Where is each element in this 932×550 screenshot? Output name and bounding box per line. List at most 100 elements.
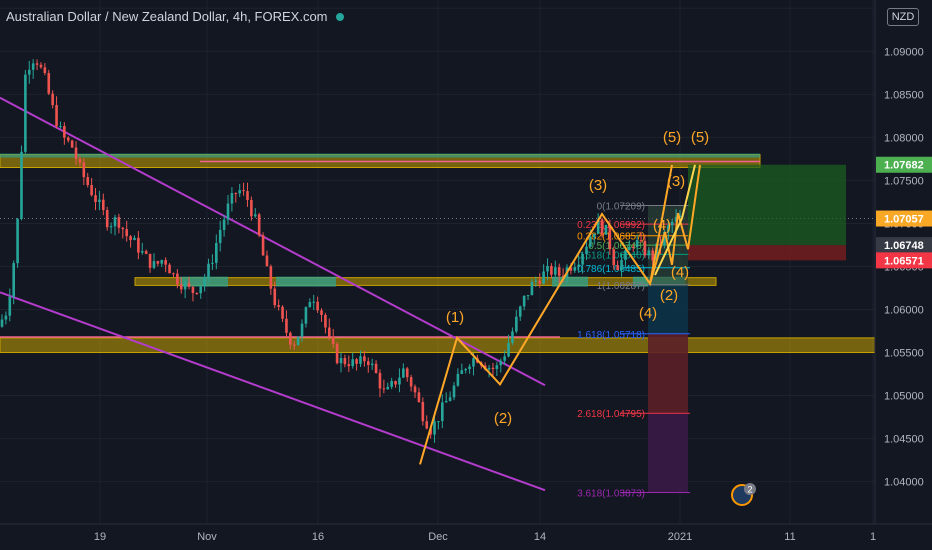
candle-body (292, 344, 296, 346)
candle-body (355, 359, 358, 364)
candle-body (667, 225, 670, 232)
candle-body (628, 246, 631, 251)
candle-body (125, 229, 128, 237)
wave-path (419, 164, 673, 465)
candle-body (179, 284, 183, 290)
candle-body (296, 336, 300, 345)
price-tag-label: 1.06571 (884, 255, 924, 267)
candle-body (370, 363, 374, 365)
fib-level-label: 1(1.06287) (597, 281, 645, 292)
candle-body (308, 301, 312, 308)
candle-body (59, 126, 62, 128)
price-tag-bg (876, 210, 932, 227)
candle-body (261, 235, 265, 256)
candlesticks (0, 59, 682, 443)
candle-body (129, 236, 132, 241)
badge-counter: 2 (747, 485, 752, 495)
candle-body (176, 273, 179, 285)
fib-level-label: 1.618(1.05718) (577, 330, 645, 341)
candle-body (98, 199, 101, 203)
position-profit-zone (688, 164, 846, 246)
candle-body (66, 137, 70, 141)
candle-body (24, 74, 27, 152)
price-tag-bg (876, 237, 932, 254)
candle-body (343, 358, 347, 365)
candle-body (199, 286, 203, 294)
candle-body (215, 243, 218, 263)
candle-body (366, 361, 370, 365)
candle-body (405, 368, 409, 378)
candle-body (530, 281, 534, 296)
candle-body (234, 193, 238, 195)
price-axis-tick: 1.06000 (884, 304, 924, 316)
wave-label: (2) (494, 410, 512, 427)
candle-body (316, 301, 319, 311)
candle-body (413, 386, 417, 393)
candle-body (670, 221, 674, 226)
candle-body (43, 67, 47, 74)
candle-body (242, 190, 245, 192)
candle-body (456, 373, 460, 386)
candle-body (63, 126, 66, 138)
candle-body (534, 280, 538, 282)
candle-body (31, 63, 35, 70)
wave-label: (4) (639, 305, 657, 322)
wave-path (649, 164, 701, 284)
fib-level-label: 2.618(1.04795) (577, 409, 645, 420)
candle-body (335, 344, 339, 364)
candle-body (304, 307, 308, 324)
candle-body (51, 93, 54, 106)
symbol-title: Australian Dollar / New Zealand Dollar, … (6, 9, 328, 24)
candle-body (526, 295, 530, 297)
candle-body (207, 263, 210, 278)
candle-body (320, 310, 323, 315)
candle-body (409, 377, 413, 387)
candle-body (265, 255, 269, 267)
candle-body (491, 367, 495, 370)
candle-body (117, 217, 121, 228)
candle-body (250, 200, 253, 217)
candle-body (253, 214, 257, 217)
candle-body (74, 147, 78, 159)
candle-body (269, 266, 273, 289)
price-tag-bg (876, 156, 932, 173)
price-axis: 1.090001.085001.080001.075001.070001.065… (874, 0, 932, 550)
candle-body (82, 162, 86, 178)
candle-body (218, 229, 222, 244)
candle-body (600, 219, 604, 235)
candle-body (324, 314, 327, 328)
candle-body (203, 277, 206, 287)
candle-body (417, 392, 421, 402)
fib-band (648, 333, 688, 413)
candle-body (230, 193, 234, 204)
time-axis-tick: Dec (428, 531, 448, 543)
candle-body (211, 262, 214, 264)
time-axis-tick: 19 (94, 531, 106, 543)
market-status-dot (335, 13, 344, 21)
badge-counter-bg (744, 483, 756, 495)
time-axis-bg (0, 524, 932, 550)
candle-body (616, 265, 619, 271)
candle-body (277, 305, 280, 307)
candle-body (452, 385, 456, 398)
candle-body (550, 265, 553, 275)
candle-body (663, 231, 666, 246)
candle-body (226, 203, 230, 220)
candle-body (328, 327, 331, 337)
candle-body (164, 260, 167, 265)
candle-body (363, 356, 366, 362)
candle-body (437, 421, 440, 423)
candle-body (222, 219, 226, 230)
candle-body (468, 366, 471, 370)
currency-button[interactable]: NZD (887, 8, 919, 26)
wave-label: (2) (660, 287, 678, 304)
price-axis-tick: 1.08000 (884, 132, 924, 144)
price-axis-tick: 1.07500 (884, 175, 924, 187)
candle-body (378, 372, 382, 389)
wave-label: (4) (653, 217, 671, 234)
candle-body (289, 332, 292, 345)
candle-body (300, 323, 304, 337)
candle-body (635, 240, 639, 248)
